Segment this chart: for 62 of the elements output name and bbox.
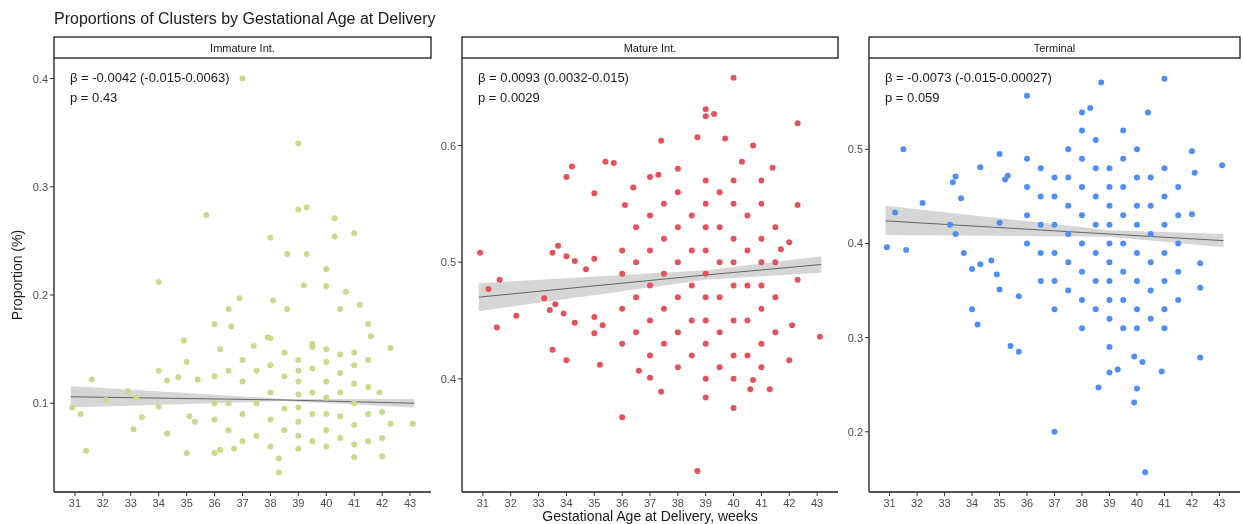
chart-subtitle: Immature Int.	[210, 41, 275, 54]
annotation: p = 0.0029	[478, 90, 540, 105]
x-tick-label: 36	[208, 497, 221, 509]
chart-subtitle: Terminal	[1033, 41, 1076, 54]
x-tick-label: 42	[783, 497, 796, 509]
x-tick-label: 35	[588, 497, 601, 509]
annotation: β = -0.0042 (-0.015-0.0063)	[70, 70, 230, 85]
x-tick-label: 39	[1103, 497, 1116, 509]
x-tick-label: 41	[755, 497, 768, 509]
x-tick-label: 38	[671, 497, 684, 509]
x-tick-label: 39	[292, 497, 305, 509]
y-tick-label: 0.6	[440, 139, 456, 152]
x-tick-label: 36	[1020, 497, 1034, 509]
y-tick-label: 0.5	[440, 256, 456, 269]
x-tick-label: 38	[264, 497, 277, 509]
x-tick-label: 37	[1048, 497, 1061, 509]
x-tick-label: 31	[68, 497, 82, 509]
x-tick-label: 34	[965, 497, 979, 509]
x-tick-label: 33	[124, 497, 137, 509]
y-tick-label: 0.3	[32, 180, 48, 193]
annotation: β = 0.0093 (0.0032-0.015)	[478, 70, 629, 85]
y-tick-label: 0.4	[440, 372, 456, 385]
x-tick-label: 38	[1075, 497, 1089, 509]
y-tick-label: 0.1	[32, 397, 48, 410]
chart-title: Proportions of Clusters by Gestational Age at Delivery	[54, 10, 436, 27]
x-tick-label: 40	[1130, 497, 1144, 509]
x-tick-label: 43	[1213, 497, 1226, 509]
x-tick-label: 36	[616, 497, 629, 509]
x-tick-label: 40	[727, 497, 740, 509]
x-tick-label: 41	[348, 497, 361, 509]
x-axis-title: Gestational Age at Delivery, weeks	[542, 508, 758, 524]
y-tick-label: 0.4	[32, 72, 48, 85]
x-tick-label: 34	[560, 497, 573, 509]
y-tick-label: 0.5	[847, 143, 863, 156]
x-tick-label: 43	[810, 497, 824, 509]
annotation: p = 0.43	[70, 90, 118, 105]
x-tick-label: 41	[1158, 497, 1171, 509]
y-tick-label: 0.3	[847, 331, 863, 344]
x-tick-label: 32	[96, 497, 109, 509]
x-tick-label: 31	[883, 497, 896, 509]
y-tick-label: 0.4	[847, 237, 863, 250]
x-tick-label: 34	[152, 497, 165, 509]
x-tick-label: 33	[938, 497, 951, 509]
x-tick-label: 35	[993, 497, 1006, 509]
x-tick-label: 42	[1185, 497, 1199, 509]
x-tick-label: 31	[476, 497, 490, 509]
x-tick-label: 35	[180, 497, 193, 509]
x-tick-label: 37	[236, 497, 249, 509]
x-tick-label: 42	[376, 497, 389, 509]
chart-subtitle: Mature Int.	[623, 41, 677, 54]
annotation: p = 0.059	[885, 90, 940, 105]
x-tick-label: 32	[504, 497, 517, 509]
y-axis-title: Proportion (%)	[9, 229, 25, 321]
y-tick-label: 0.2	[847, 425, 863, 438]
x-tick-label: 33	[532, 497, 545, 509]
y-tick-label: 0.2	[32, 289, 48, 302]
x-tick-label: 40	[320, 497, 333, 509]
x-tick-label: 37	[643, 497, 657, 509]
x-tick-label: 32	[910, 497, 924, 509]
x-tick-label: 43	[403, 497, 417, 509]
x-tick-label: 39	[699, 497, 712, 509]
annotation: β = -0.0073 (-0.015-0.00027)	[885, 70, 1052, 85]
